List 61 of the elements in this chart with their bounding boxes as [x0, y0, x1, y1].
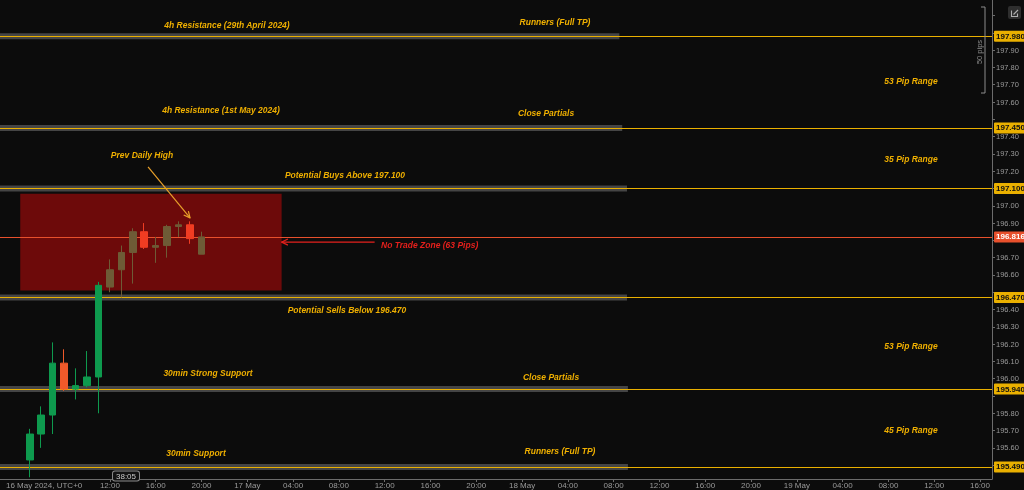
x-tick-label: 12:00: [649, 480, 670, 490]
x-tick-label: 04:00: [832, 480, 854, 490]
annotation: 4h Resistance (29th April 2024): [163, 20, 290, 30]
annotation: 30min Support: [166, 448, 227, 458]
x-tick-label: 16:00: [145, 480, 167, 490]
ref-line-label: 196.470: [996, 292, 1024, 302]
annotation: Potential Buys Above 197.100: [284, 170, 406, 180]
annotation: Prev Daily High: [110, 149, 174, 160]
x-tick-label: 12:00: [374, 480, 396, 490]
x-tick-label: 20:00: [741, 480, 762, 490]
x-tick-label: 12:00: [99, 480, 121, 490]
annotation: 4h Resistance (1st May 2024): [161, 105, 280, 115]
x-tick-label: 19 May: [783, 480, 810, 490]
ref-line-label: 195.490: [996, 462, 1024, 472]
x-tick-label: 16:00: [969, 480, 991, 490]
annotation: Runners (Full TP): [524, 446, 596, 456]
candlestick: [163, 224, 171, 259]
candlestick: [83, 350, 91, 388]
candlestick: [152, 236, 159, 264]
x-tick-label: 08:00: [603, 480, 625, 490]
ref-line-label: 197.450: [996, 123, 1024, 133]
candlestick: [106, 258, 114, 293]
ref-line-label: 197.100: [996, 183, 1024, 193]
candlestick: [26, 428, 34, 478]
x-tick-label: 18 May: [508, 480, 536, 490]
candlestick: [175, 220, 182, 238]
annotation: Close Partials: [517, 108, 575, 118]
candlestick: [60, 348, 68, 392]
x-tick-label: 16:00: [695, 480, 716, 490]
x-tick-label: 08:00: [878, 480, 899, 490]
candlestick: [198, 231, 205, 255]
annotation: 45 Pip Range: [883, 425, 938, 435]
x-tick-label: 04:00: [557, 480, 579, 490]
x-tick-label: 16:00: [420, 480, 442, 490]
candlestick: [72, 367, 79, 400]
candlestick: [118, 245, 125, 298]
candlestick: [129, 227, 137, 285]
x-tick-label: 20:00: [191, 480, 213, 490]
ref-line-label: 195.940: [996, 384, 1024, 394]
x-tick-label: 17 May: [234, 480, 261, 490]
x-tick-label: 20:00: [466, 480, 487, 490]
x-tick-label: 04:00: [283, 480, 304, 490]
annotation: Close Partials: [522, 372, 580, 382]
annotation: 30min Strong Support: [163, 368, 254, 378]
ref-line-label: 196.816: [996, 232, 1024, 242]
candlestick: [186, 220, 194, 245]
candlestick: [95, 281, 102, 414]
annotation: Potential Sells Below 196.470: [287, 305, 407, 315]
candlestick: [49, 341, 56, 435]
annotation: 53 Pip Range: [884, 76, 938, 86]
annotation: 38:05: [115, 471, 137, 481]
annotation: No Trade Zone (63 Pips): [381, 240, 479, 251]
x-tick-label: 12:00: [924, 480, 945, 490]
ref-line-label: 197.980: [996, 31, 1024, 41]
annotation: Runners (Full TP): [519, 17, 591, 27]
x-tick-label: 08:00: [328, 480, 350, 490]
text: 16 May 2024, UTC+0: [6, 480, 83, 490]
annotation: 53 Pip Range: [884, 341, 938, 351]
candlestick: [37, 405, 45, 449]
annotation: 35 Pip Range: [884, 154, 938, 164]
candlestick: [140, 222, 148, 250]
